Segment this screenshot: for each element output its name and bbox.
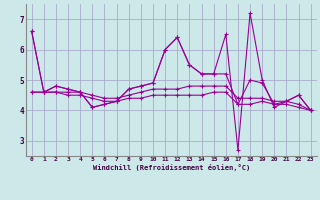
- X-axis label: Windchill (Refroidissement éolien,°C): Windchill (Refroidissement éolien,°C): [92, 164, 250, 171]
